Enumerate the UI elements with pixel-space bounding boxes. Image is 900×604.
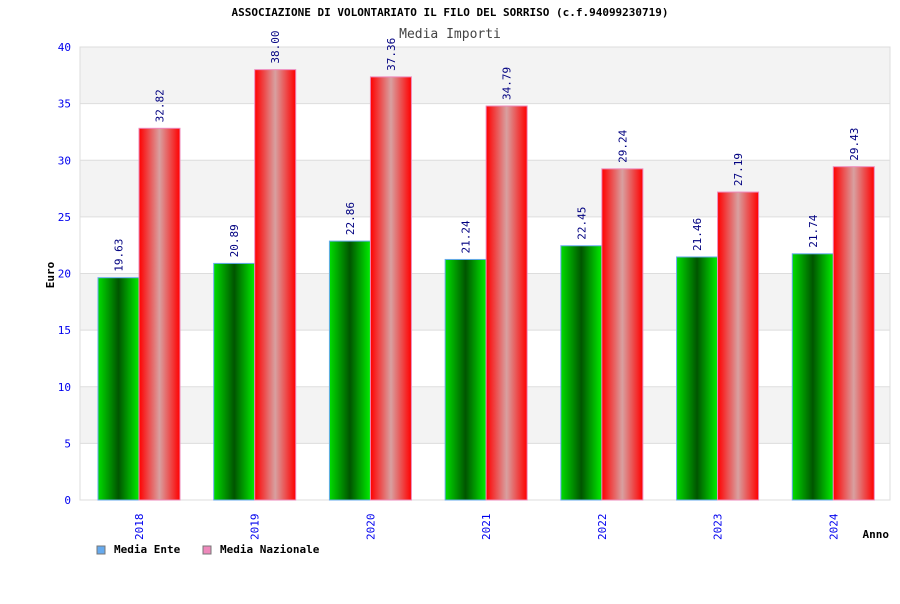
bar-media-ente-2024: [791, 253, 834, 501]
x-tick-label: 2022: [596, 514, 609, 541]
grid-band: [80, 47, 890, 104]
x-tick-label: 2018: [133, 514, 146, 541]
data-label: 27.19: [732, 153, 745, 186]
x-tick-label: 2020: [364, 514, 377, 541]
bar-media-nazionale-2023: [717, 191, 760, 501]
bar-media-ente-2022: [560, 245, 603, 501]
bar-media-nazionale-2020: [369, 76, 412, 501]
bar-media-nazionale-2022: [601, 168, 644, 501]
y-axis-label: Euro: [44, 261, 57, 288]
bar-media-nazionale-2024: [832, 166, 875, 501]
y-tick-label: 40: [58, 41, 71, 54]
x-tick-label: 2019: [249, 514, 262, 541]
y-tick-label: 20: [58, 268, 71, 281]
y-tick-label: 10: [58, 381, 71, 394]
y-tick-label: 15: [58, 324, 71, 337]
data-label: 38.00: [269, 31, 282, 64]
data-label: 32.82: [154, 89, 167, 122]
grid-band: [80, 103, 890, 161]
y-tick-label: 35: [58, 98, 71, 111]
data-label: 34.79: [501, 67, 514, 100]
y-tick-label: 25: [58, 211, 71, 224]
bar-media-ente-2018: [97, 277, 140, 501]
y-tick-label: 0: [64, 494, 71, 507]
bar-media-nazionale-2018: [138, 127, 181, 501]
chart-title: ASSOCIAZIONE DI VOLONTARIATO IL FILO DEL…: [231, 6, 668, 19]
bar-media-nazionale-2019: [254, 69, 297, 501]
data-label: 22.86: [344, 202, 357, 235]
data-label: 21.46: [691, 218, 704, 251]
chart-subtitle: Media Importi: [399, 27, 501, 42]
data-label: 21.74: [807, 214, 820, 247]
bar-media-nazionale-2021: [485, 105, 528, 501]
legend-swatch-media-nazionale: [202, 545, 212, 555]
data-label: 37.36: [385, 38, 398, 71]
grid-band: [80, 160, 890, 217]
data-label: 19.63: [113, 239, 126, 272]
x-tick-label: 2023: [712, 514, 725, 541]
data-label: 22.45: [575, 207, 588, 240]
data-label: 29.24: [616, 129, 629, 162]
data-label: 20.89: [228, 224, 241, 257]
legend-swatch-media-ente: [96, 545, 106, 555]
bar-media-ente-2021: [444, 258, 487, 501]
bar-media-ente-2023: [676, 256, 719, 501]
legend-label-media-ente: Media Ente: [114, 543, 181, 556]
x-axis-label: Anno: [863, 528, 890, 541]
x-tick-label: 2024: [827, 513, 840, 540]
legend-label-media-nazionale: Media Nazionale: [220, 543, 320, 556]
data-label: 21.24: [460, 220, 473, 253]
y-tick-label: 5: [64, 437, 71, 450]
bar-media-ente-2019: [213, 262, 256, 501]
bar-media-ente-2020: [328, 240, 371, 501]
data-label: 29.43: [848, 128, 861, 161]
x-tick-label: 2021: [480, 514, 493, 541]
y-tick-label: 30: [58, 154, 71, 167]
legend: Media Ente Media Nazionale: [96, 543, 320, 556]
